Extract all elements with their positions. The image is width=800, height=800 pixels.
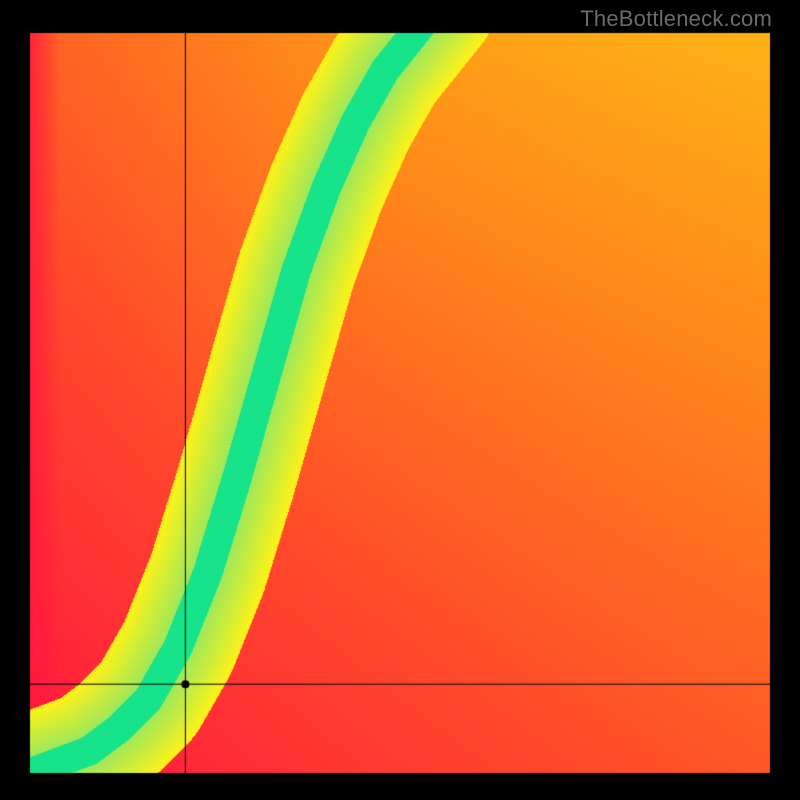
chart-container: TheBottleneck.com — [0, 0, 800, 800]
watermark-text: TheBottleneck.com — [580, 6, 772, 32]
heatmap-canvas — [0, 0, 800, 800]
